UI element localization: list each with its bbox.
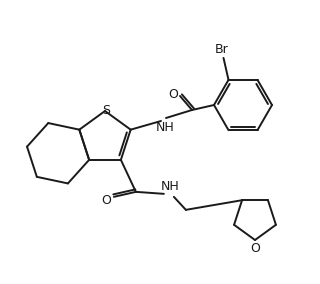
Text: Br: Br	[215, 43, 228, 57]
Text: NH: NH	[161, 180, 179, 193]
Text: NH: NH	[156, 120, 174, 133]
Text: S: S	[102, 103, 110, 116]
Text: O: O	[250, 241, 260, 254]
Text: O: O	[168, 87, 178, 101]
Text: O: O	[101, 194, 111, 207]
